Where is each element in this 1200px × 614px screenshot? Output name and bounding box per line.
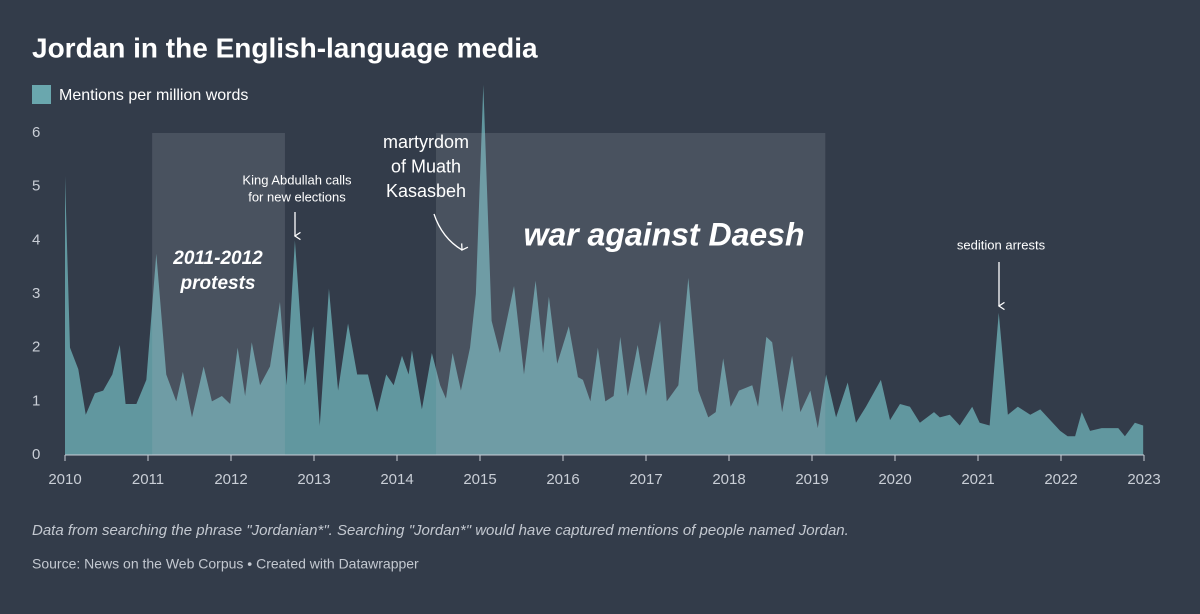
x-tick-label: 2019	[795, 471, 828, 488]
highlight-band	[152, 133, 285, 455]
y-tick-label: 6	[32, 124, 40, 141]
x-tick-label: 2014	[380, 471, 413, 488]
highlight-label: protests	[180, 273, 256, 294]
x-tick-label: 2022	[1044, 471, 1077, 488]
area	[65, 84, 1144, 455]
y-tick-label: 4	[32, 231, 40, 248]
annotation: of Muath	[391, 156, 461, 176]
annotation: for new elections	[248, 189, 346, 204]
chart-title: Jordan in the English-language media	[32, 32, 538, 63]
x-tick-label: 2010	[48, 471, 81, 488]
note: Data from searching the phrase "Jordania…	[32, 522, 849, 539]
x-tick-label: 2023	[1127, 471, 1160, 488]
highlight-band	[436, 133, 826, 455]
x-tick-label: 2021	[961, 471, 994, 488]
annotation: King Abdullah calls	[242, 172, 352, 187]
x-tick-label: 2015	[463, 471, 496, 488]
legend-swatch	[32, 85, 51, 104]
source: Source: News on the Web Corpus • Created…	[32, 556, 419, 572]
x-tick-label: 2012	[214, 471, 247, 488]
y-tick-label: 0	[32, 446, 40, 463]
x-tick-label: 2017	[629, 471, 662, 488]
highlight-label: war against Daesh	[524, 216, 805, 252]
x-tick-label: 2018	[712, 471, 745, 488]
annotation: martyrdom	[383, 132, 469, 152]
x-tick-label: 2013	[297, 471, 330, 488]
x-tick-label: 2016	[546, 471, 579, 488]
y-tick-label: 2	[32, 339, 40, 356]
x-tick-label: 2011	[132, 471, 164, 488]
annotation: sedition arrests	[957, 237, 1046, 252]
annotation-arrow	[433, 213, 462, 250]
legend-label: Mentions per million words	[59, 87, 248, 104]
plot: 2011-2012 protests war against Daesh King A…	[32, 84, 1161, 488]
y-tick-label: 3	[32, 285, 40, 302]
annotation: Kasasbeh	[386, 181, 466, 201]
x-tick-label: 2020	[878, 471, 911, 488]
highlight-label: 2011-2012	[172, 248, 263, 269]
y-tick-label: 5	[32, 178, 40, 195]
y-tick-label: 1	[32, 392, 40, 409]
